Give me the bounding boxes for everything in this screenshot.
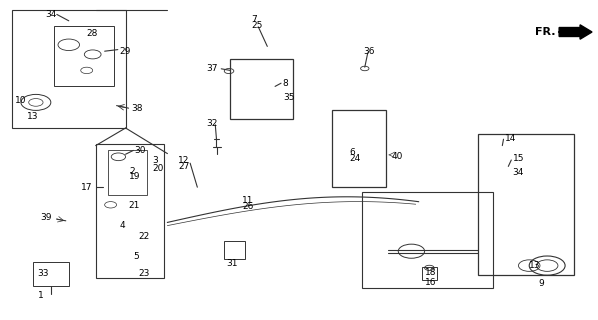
Text: 24: 24 xyxy=(350,154,361,163)
Bar xyxy=(478,134,574,275)
Text: 30: 30 xyxy=(135,146,146,155)
Bar xyxy=(332,110,386,187)
Text: 32: 32 xyxy=(206,119,218,128)
Text: 26: 26 xyxy=(242,202,254,211)
Bar xyxy=(230,59,293,119)
Bar xyxy=(96,144,164,278)
Text: 38: 38 xyxy=(132,104,143,113)
Bar xyxy=(54,26,114,86)
Text: 12: 12 xyxy=(178,156,190,164)
Text: 39: 39 xyxy=(41,213,52,222)
Text: 34: 34 xyxy=(45,10,56,19)
Bar xyxy=(108,150,147,195)
Text: 31: 31 xyxy=(226,259,237,268)
FancyArrow shape xyxy=(559,25,592,39)
Text: 10: 10 xyxy=(15,96,26,105)
Text: 8: 8 xyxy=(283,79,289,88)
Text: 13: 13 xyxy=(27,112,38,121)
Text: 19: 19 xyxy=(129,172,141,181)
Text: 25: 25 xyxy=(251,21,263,30)
Text: 3: 3 xyxy=(152,156,158,164)
Text: 22: 22 xyxy=(139,232,150,241)
Text: 4: 4 xyxy=(120,221,125,230)
Bar xyxy=(12,10,126,128)
Text: 29: 29 xyxy=(120,47,131,56)
Text: 23: 23 xyxy=(139,269,150,278)
Text: 18: 18 xyxy=(425,268,436,277)
Text: 14: 14 xyxy=(505,134,517,143)
Text: 7: 7 xyxy=(251,15,257,24)
Text: 27: 27 xyxy=(178,162,190,171)
Bar xyxy=(362,192,493,288)
Text: 15: 15 xyxy=(512,154,524,163)
Text: 21: 21 xyxy=(129,201,140,210)
Text: 2: 2 xyxy=(129,167,135,176)
Text: 1: 1 xyxy=(38,291,44,300)
Text: 11: 11 xyxy=(242,196,254,205)
Text: 36: 36 xyxy=(364,47,375,56)
Bar xyxy=(224,241,245,259)
Text: 37: 37 xyxy=(206,64,218,73)
Text: 16: 16 xyxy=(425,278,436,287)
Text: 40: 40 xyxy=(392,152,403,161)
Text: 35: 35 xyxy=(283,93,294,102)
Text: 5: 5 xyxy=(133,252,139,261)
Text: 28: 28 xyxy=(87,29,98,38)
Text: 13: 13 xyxy=(529,261,541,270)
Text: FR.: FR. xyxy=(535,27,556,37)
Text: 34: 34 xyxy=(512,168,524,177)
Bar xyxy=(422,267,437,280)
Text: 33: 33 xyxy=(38,269,49,278)
Text: 17: 17 xyxy=(81,183,92,192)
Text: 20: 20 xyxy=(152,164,164,173)
Text: 9: 9 xyxy=(538,279,544,288)
Text: 6: 6 xyxy=(350,148,356,156)
